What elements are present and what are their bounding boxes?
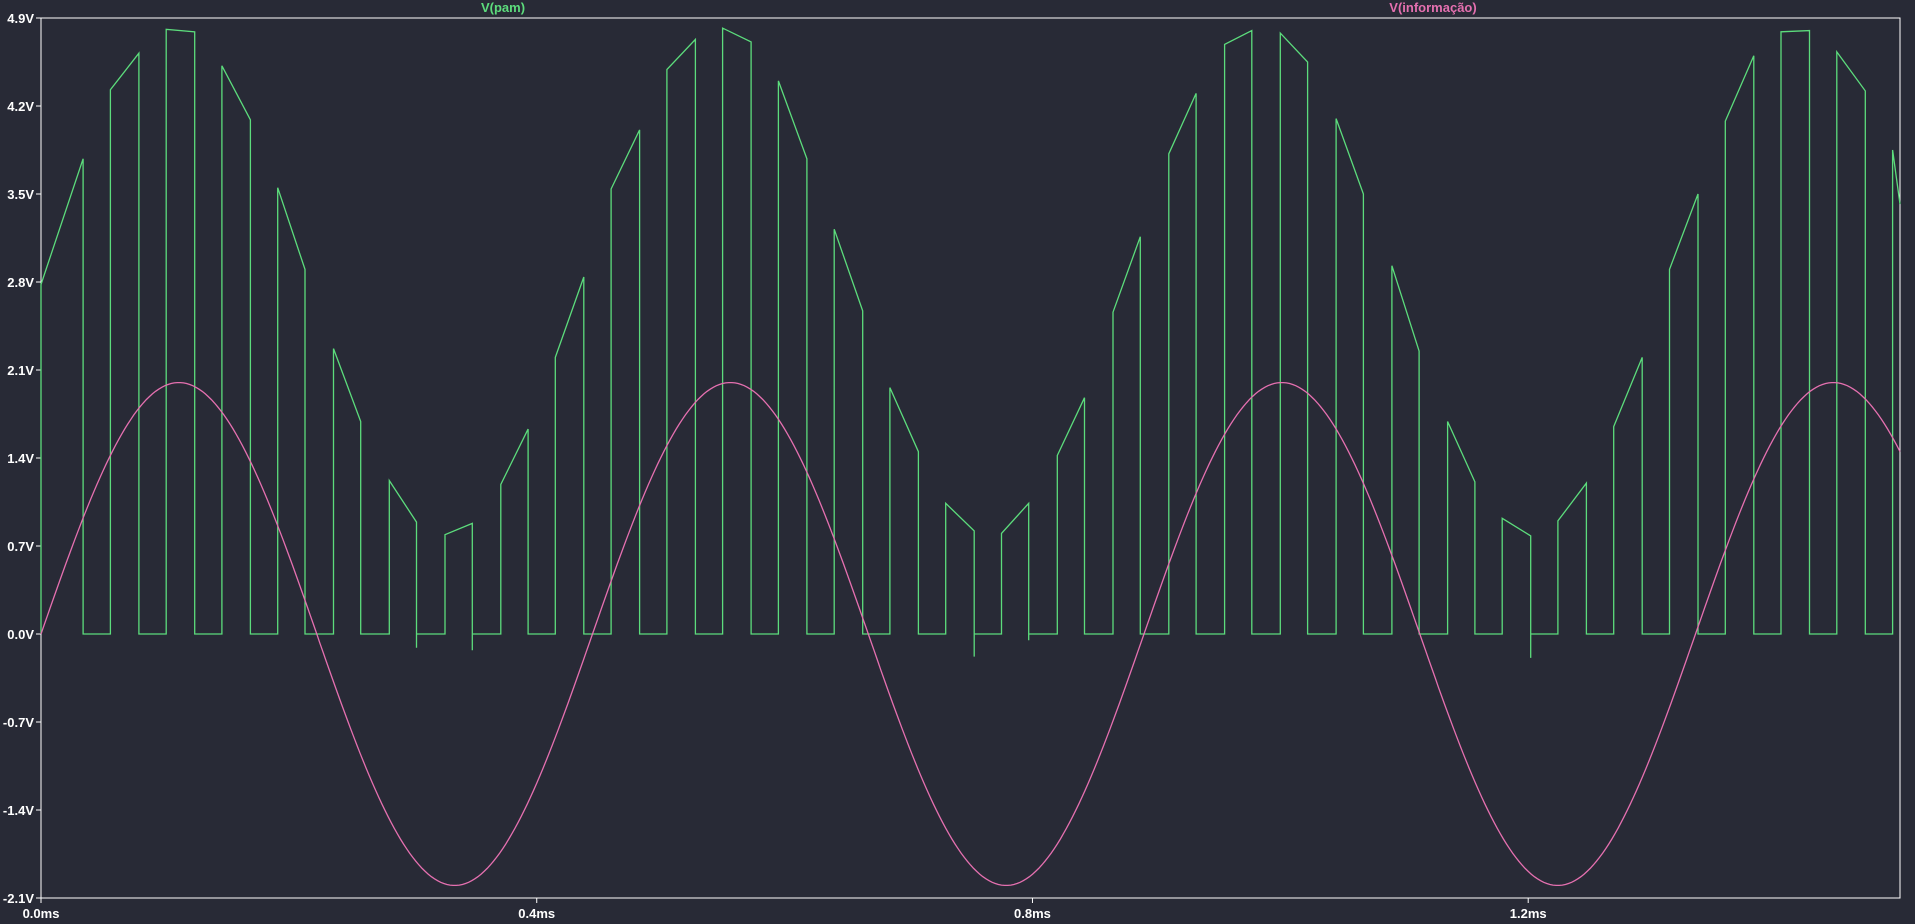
y-tick-label: 0.0V — [7, 627, 34, 642]
y-tick-label: 0.7V — [7, 539, 34, 554]
trace-pam — [40, 27, 1901, 658]
y-tick-label: -0.7V — [3, 715, 34, 730]
traces — [40, 27, 1901, 887]
x-tick-label: 0.0ms — [23, 906, 60, 921]
x-tick-label: 1.2ms — [1510, 906, 1547, 921]
y-tick-label: 1.4V — [7, 451, 34, 466]
series-label-pam[interactable]: V(pam) — [481, 0, 525, 15]
y-tick-label: 2.8V — [7, 275, 34, 290]
plot-frame — [40, 17, 1901, 899]
series-label-informacao[interactable]: V(informação) — [1389, 0, 1476, 15]
trace-informacao — [40, 381, 1901, 887]
y-tick-label: 4.9V — [7, 11, 34, 26]
y-tick-label: 3.5V — [7, 187, 34, 202]
y-tick-label: -1.4V — [3, 803, 34, 818]
y-tick-label: -2.1V — [3, 891, 34, 906]
y-tick-label: 4.2V — [7, 99, 34, 114]
y-tick-label: 2.1V — [7, 363, 34, 378]
axis-ticks: 4.9V 4.2V 3.5V 2.8V 2.1V 1.4V 0.7V 0.0V -0.7V -1.… — [3, 11, 1547, 921]
x-tick-label: 0.4ms — [518, 906, 555, 921]
x-tick-label: 0.8ms — [1014, 906, 1051, 921]
